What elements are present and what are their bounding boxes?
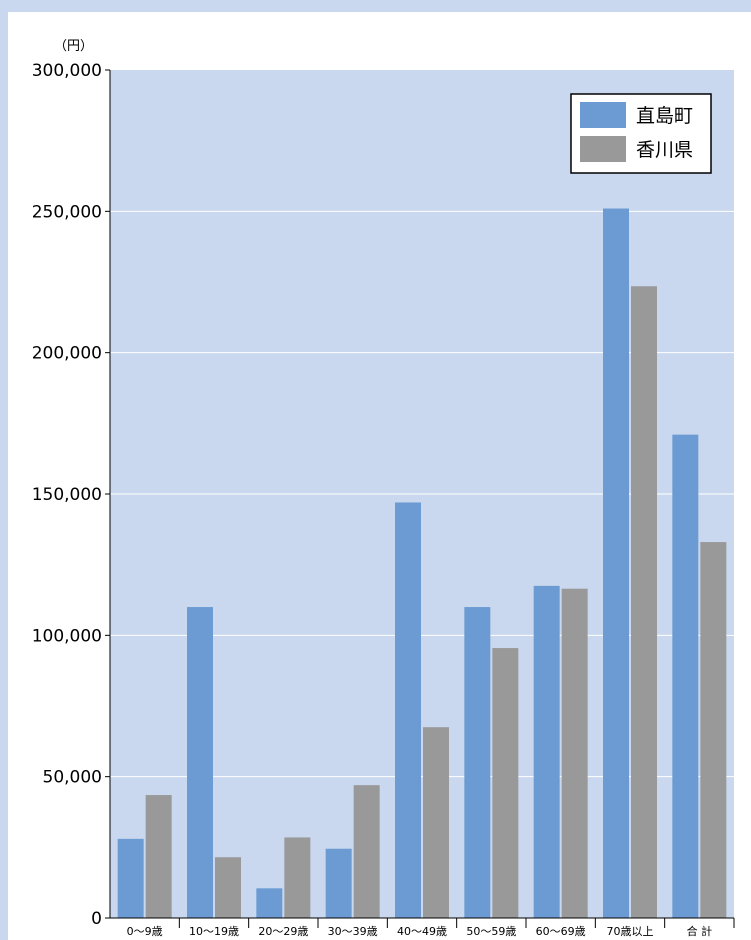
bar-naoshima — [117, 838, 144, 918]
x-tick-label: 30～39歳 — [328, 925, 378, 938]
legend-label-naoshima: 直島町 — [636, 105, 693, 127]
bar-kagawa — [284, 837, 311, 918]
legend: 直島町 香川県 — [570, 93, 712, 174]
bar-kagawa — [561, 588, 588, 918]
bar-kagawa — [215, 857, 241, 918]
bar-kagawa — [631, 286, 657, 918]
gridlines — [110, 210, 734, 778]
bar-kagawa — [423, 727, 449, 918]
bar-kagawa — [145, 795, 172, 918]
y-unit-label: （円） — [54, 39, 93, 54]
bar-kagawa — [353, 785, 380, 918]
x-tick-label: 70歳以上 — [607, 925, 654, 938]
bar-naoshima — [464, 607, 491, 918]
bars — [117, 208, 727, 919]
legend-swatch-kagawa — [580, 136, 626, 162]
bar-naoshima — [603, 208, 629, 919]
y-tick-label: 250,000 — [32, 202, 102, 222]
y-tick-label: 0 — [91, 909, 102, 929]
bar-naoshima — [256, 888, 283, 918]
y-tick-label: 50,000 — [43, 768, 102, 788]
bar-naoshima — [325, 848, 352, 918]
x-tick-label: 40～49歳 — [397, 925, 447, 938]
x-tick-label: 合 計 — [687, 924, 713, 938]
y-tick-labels: 0 50,000 100,000 150,000 200,000 250,000 300,0… — [32, 61, 110, 929]
bar-naoshima — [187, 607, 213, 918]
y-tick-label: 300,000 — [32, 61, 102, 81]
x-tick-label: 20～29歳 — [258, 925, 308, 938]
y-tick-label: 200,000 — [32, 344, 102, 364]
legend-label-kagawa: 香川県 — [636, 139, 693, 161]
x-tick-labels: 0～9歳 10～19歳 20～29歳 30～39歳 40～49歳 50～59歳 60～69歳… — [127, 918, 735, 938]
bar-naoshima — [395, 502, 421, 918]
bar-naoshima — [672, 434, 699, 918]
legend-swatch-naoshima — [580, 102, 626, 128]
bar-kagawa — [492, 648, 519, 918]
x-tick-label: 0～9歳 — [127, 925, 163, 938]
bar-naoshima — [533, 585, 560, 918]
x-tick-label: 60～69歳 — [536, 925, 586, 938]
y-tick-label: 100,000 — [32, 626, 102, 646]
x-tick-label: 10～19歳 — [189, 925, 239, 938]
y-tick-label: 150,000 — [32, 485, 102, 505]
bar-kagawa — [700, 542, 727, 918]
x-tick-label: 50～59歳 — [466, 925, 516, 938]
